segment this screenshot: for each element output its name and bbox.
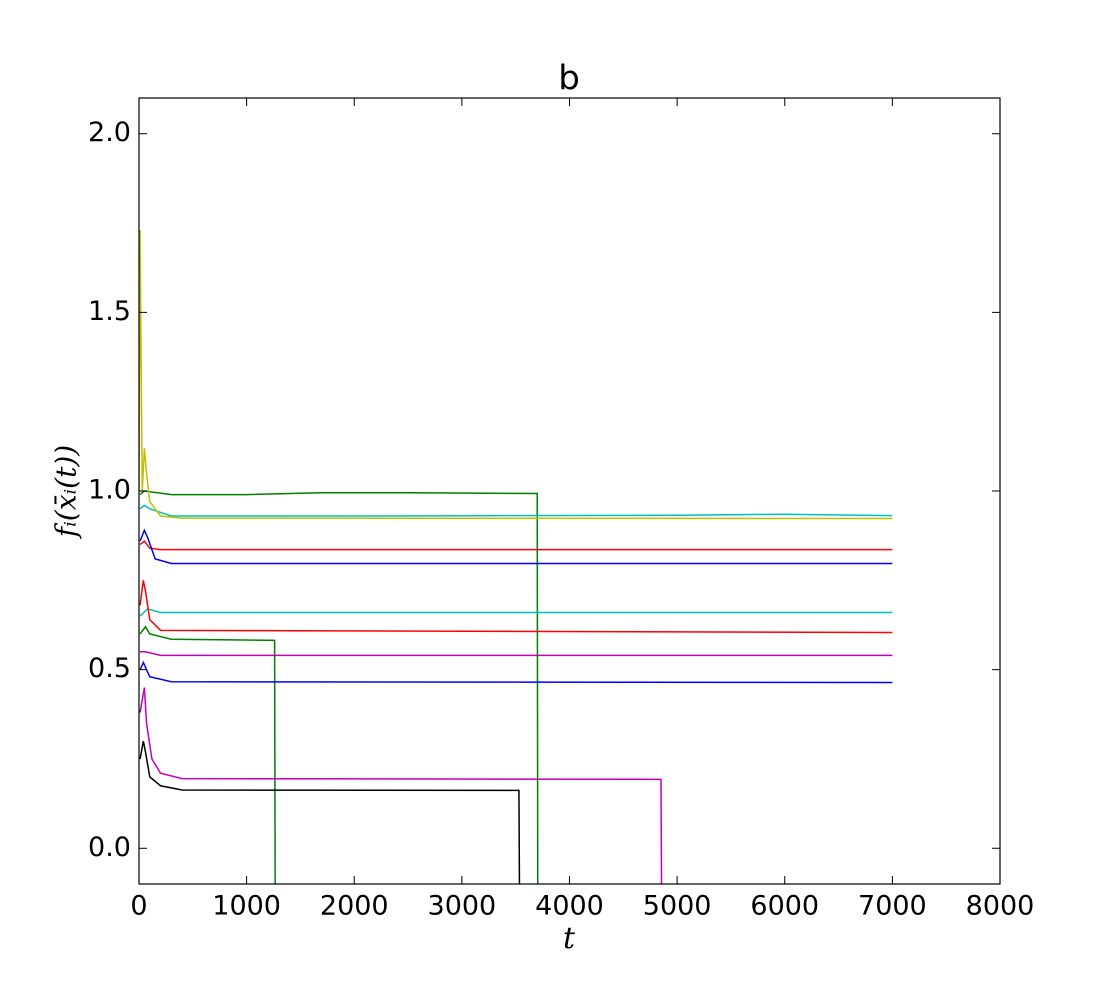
x-axis-label: t — [563, 921, 576, 956]
series-line — [139, 580, 893, 634]
series-line — [139, 660, 893, 684]
y-tick-label: 1.5 — [88, 296, 131, 327]
y-tick-label: 2.0 — [88, 117, 131, 148]
y-tick-label: 0.0 — [88, 832, 131, 863]
x-tick-label: 7000 — [858, 891, 927, 922]
series-line — [139, 230, 893, 520]
y-tick-label: 1.0 — [88, 475, 131, 506]
chart-title: b — [558, 59, 580, 99]
x-tick-label: 3000 — [428, 891, 497, 922]
series-line — [139, 740, 521, 884]
y-axis-label: fᵢ(x̄ᵢ(t)) — [50, 445, 83, 539]
series-line — [139, 528, 893, 565]
x-tick-label: 8000 — [966, 891, 1035, 922]
x-tick-label: 5000 — [643, 891, 712, 922]
x-tick-label: 1000 — [212, 891, 281, 922]
series-line — [140, 651, 893, 657]
series-line — [139, 687, 663, 884]
series-line — [139, 608, 893, 617]
y-tick-label: 0.5 — [88, 653, 131, 684]
x-tick-label: 4000 — [535, 891, 604, 922]
x-tick-label: 0 — [130, 891, 147, 922]
series-line — [139, 504, 893, 517]
plot-frame — [138, 97, 1001, 885]
x-tick-label: 6000 — [750, 891, 819, 922]
series-line — [139, 625, 276, 884]
series-line — [139, 539, 893, 551]
x-tick-label: 2000 — [320, 891, 389, 922]
